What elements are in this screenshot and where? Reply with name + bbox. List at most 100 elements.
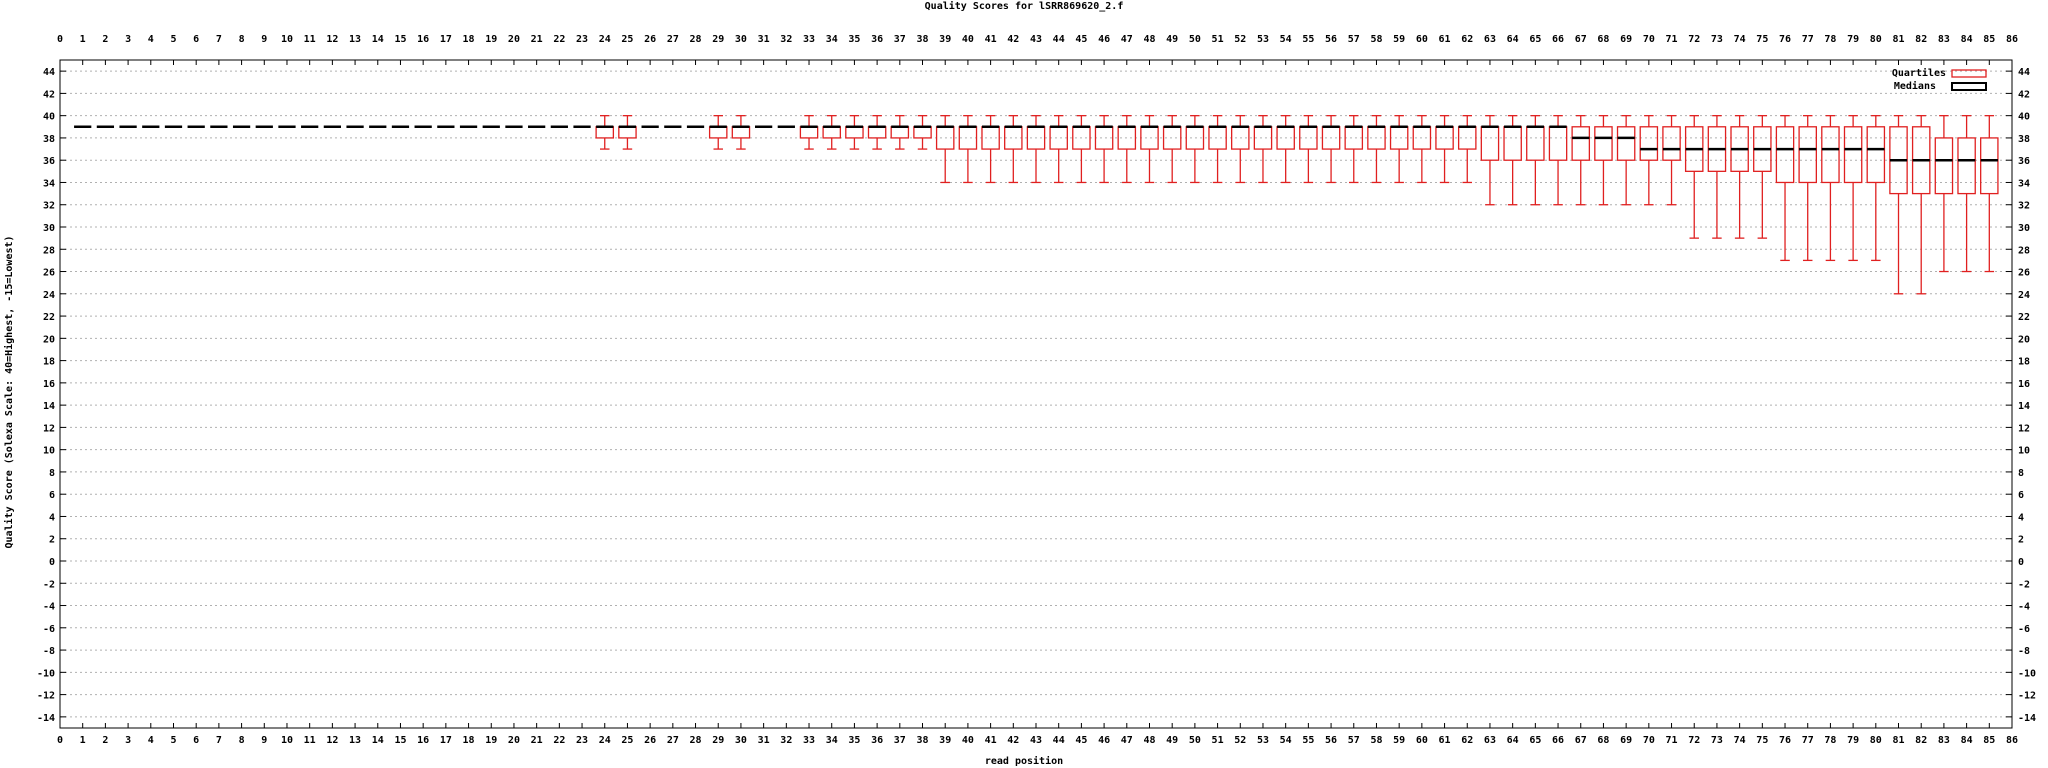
x-tick-label-top: 17 [440,34,452,45]
x-tick-label-bottom: 86 [2006,735,2018,746]
x-tick-label-top: 77 [1802,34,1814,45]
x-tick-label-bottom: 8 [239,735,245,746]
x-tick-label-top: 79 [1847,34,1859,45]
x-tick-label-bottom: 51 [1212,735,1224,746]
x-tick-label-top: 38 [916,34,928,45]
x-tick-label-bottom: 63 [1484,735,1496,746]
x-tick-label-top: 73 [1711,34,1723,45]
x-tick-label-bottom: 25 [621,735,633,746]
x-tick-label-top: 83 [1938,34,1950,45]
y-tick-label-right: -8 [2018,646,2030,657]
x-tick-label-bottom: 82 [1915,735,1927,746]
y-tick-label-left: 44 [43,67,55,78]
y-tick-label-right: 8 [2018,468,2024,479]
x-axis-label: read position [985,755,1063,767]
y-tick-label-left: 24 [43,290,55,301]
x-tick-label-bottom: 79 [1847,735,1859,746]
x-tick-label-top: 42 [1007,34,1019,45]
y-tick-label-right: 20 [2018,334,2030,345]
x-tick-label-bottom: 77 [1802,735,1814,746]
chart-title: Quality Scores for lSRR869620_2.f [925,0,1124,12]
x-tick-label-top: 48 [1143,34,1155,45]
x-tick-label-bottom: 3 [125,735,131,746]
box-position-29 [708,115,728,150]
x-tick-label-top: 44 [1053,34,1065,45]
y-tick-label-right: -2 [2018,579,2030,590]
box-position-55 [1299,115,1318,184]
box-position-53 [1253,115,1273,184]
y-tick-label-right: 6 [2018,490,2024,501]
x-tick-label-bottom: 40 [962,735,974,746]
x-tick-label-bottom: 67 [1575,735,1587,746]
x-tick-label-top: 22 [553,34,565,45]
x-tick-label-top: 10 [281,34,293,45]
axes-layer: -14 -14-12 -12-10 -10-8 -8-6 -6-4 -4-2 -20 02 24 4… [37,34,2036,746]
box-position-33 [799,115,819,150]
y-tick-label-left: 2 [49,535,55,546]
y-tick-label-left: 40 [43,112,55,123]
y-tick-label-right: -6 [2018,624,2030,635]
box-position-58 [1367,115,1386,184]
x-tick-label-top: 30 [735,34,747,45]
box-position-83 [1934,115,1954,273]
y-tick-label-right: 4 [2018,512,2024,523]
x-tick-label-bottom: 47 [1121,735,1133,746]
quartile-box [1821,126,1840,184]
y-tick-label-right: 44 [2018,67,2030,78]
y-tick-label-left: 8 [49,468,55,479]
x-tick-label-top: 85 [1983,34,1995,45]
quartile-box [1503,126,1522,161]
x-tick-label-top: 20 [508,34,520,45]
x-tick-label-bottom: 37 [894,735,906,746]
x-tick-label-bottom: 49 [1166,735,1178,746]
x-tick-label-bottom: 54 [1280,735,1292,746]
x-tick-label-bottom: 74 [1734,735,1746,746]
quartile-box [822,126,841,139]
y-tick-label-left: 6 [49,490,55,501]
x-tick-label-top: 60 [1416,34,1428,45]
box-position-82 [1911,115,1931,295]
x-tick-label-top: 69 [1620,34,1632,45]
x-tick-label-top: 12 [326,34,338,45]
y-tick-label-right: 16 [2018,379,2030,390]
box-position-65 [1526,115,1545,206]
y-tick-label-left: 32 [43,201,55,212]
quartile-box [1548,126,1568,161]
x-tick-label-top: 3 [125,34,131,45]
y-tick-label-left: 34 [43,178,55,189]
x-tick-label-top: 78 [1824,34,1836,45]
x-tick-label-top: 74 [1734,34,1746,45]
x-tick-label-bottom: 15 [394,735,406,746]
box-position-24 [595,115,615,150]
x-tick-label-bottom: 23 [576,735,588,746]
quartile-box [799,126,819,139]
quartile-box [1866,126,1886,184]
box-position-45 [1072,115,1091,184]
legend-swatch-medians [1951,82,1987,91]
box-position-36 [867,115,887,150]
x-tick-label-bottom: 13 [349,735,361,746]
x-tick-label-top: 62 [1461,34,1473,45]
x-tick-label-bottom: 85 [1983,735,1995,746]
y-tick-label-right: 30 [2018,223,2030,234]
x-tick-label-bottom: 58 [1370,735,1382,746]
x-tick-label-top: 9 [261,34,267,45]
y-tick-label-left: 30 [43,223,55,234]
x-tick-label-bottom: 24 [599,735,611,746]
x-tick-label-bottom: 28 [690,735,702,746]
x-tick-label-top: 33 [803,34,815,45]
box-position-30 [731,115,751,150]
box-position-75 [1753,115,1772,239]
x-tick-label-bottom: 29 [712,735,724,746]
x-tick-label-bottom: 83 [1938,735,1950,746]
x-tick-label-bottom: 75 [1756,735,1768,746]
x-tick-label-bottom: 59 [1393,735,1405,746]
y-tick-label-right: -12 [2018,691,2036,702]
x-tick-label-top: 53 [1257,34,1269,45]
x-tick-label-top: 64 [1507,34,1519,45]
x-tick-label-top: 80 [1870,34,1882,45]
box-position-52 [1231,115,1250,184]
y-tick-label-right: 22 [2018,312,2030,323]
y-tick-label-left: -2 [43,579,55,590]
